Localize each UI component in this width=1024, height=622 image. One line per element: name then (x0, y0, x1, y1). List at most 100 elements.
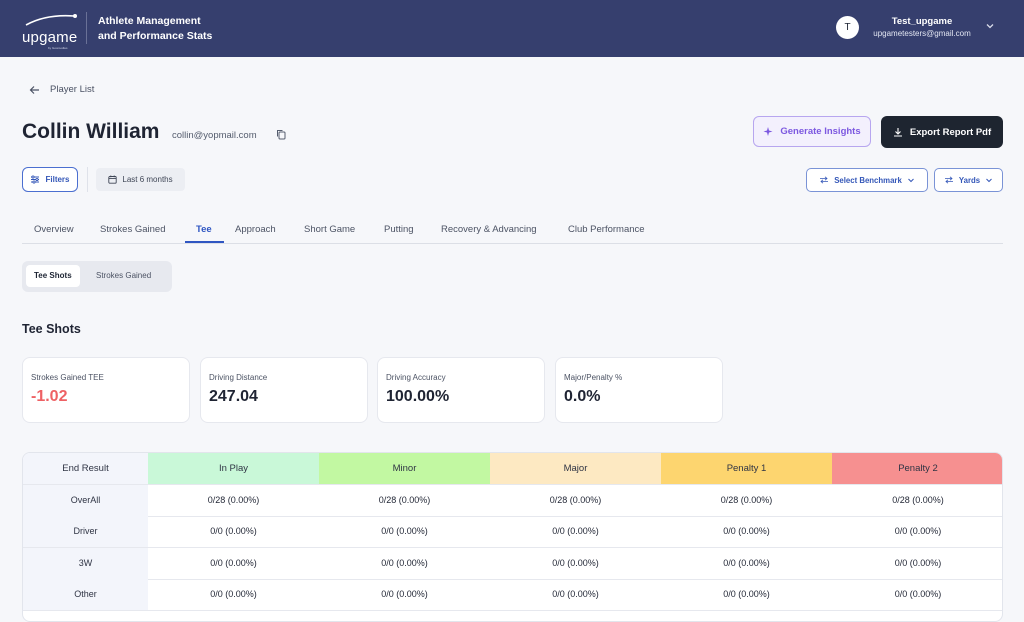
subtab-strokes-gained[interactable]: Strokes Gained (96, 271, 152, 280)
tab-overview[interactable]: Overview (34, 224, 74, 235)
units-select-label: Yards (958, 175, 981, 185)
tab-putting[interactable]: Putting (384, 224, 414, 235)
table-cell: 0/28 (0.00%) (892, 495, 944, 505)
table-row-label: Other (23, 579, 148, 610)
table-header-cell: Penalty 2 (832, 453, 1002, 484)
table-cell: 0/0 (0.00%) (552, 526, 599, 536)
table-cell: 0/0 (0.00%) (381, 526, 428, 536)
arrow-left-icon (29, 85, 39, 94)
table-header-cell: Penalty 1 (661, 453, 832, 484)
logo-swoosh-icon (25, 14, 77, 26)
filter-divider (87, 167, 88, 192)
table-row: Driver 0/0 (0.00%) 0/0 (0.00%) 0/0 (0.00… (23, 516, 1002, 548)
date-range-label: Last 6 months (122, 175, 173, 184)
table-header-row: End Result In Play Minor Major Penalty 1… (23, 453, 1002, 485)
table-row-label: Driver (23, 516, 148, 547)
filters-label: Filters (45, 175, 70, 184)
export-report-label: Export Report Pdf (909, 126, 992, 138)
brand-wordmark: upgame (22, 29, 78, 46)
sparkle-icon (763, 127, 773, 136)
tab-approach[interactable]: Approach (235, 224, 276, 235)
table-cell: 0/28 (0.00%) (207, 495, 260, 505)
active-tab-indicator (185, 241, 224, 243)
table-cell: 0/0 (0.00%) (723, 558, 770, 568)
table-cell: 0/0 (0.00%) (894, 589, 942, 599)
table-cell: 0/0 (0.00%) (552, 558, 599, 568)
table-row-label: OverAll (23, 485, 148, 516)
table-cell: 0/0 (0.00%) (723, 526, 770, 536)
table-cell: 0/0 (0.00%) (894, 526, 942, 536)
stat-card-value: 0.0% (564, 388, 601, 405)
stat-card-value: 247.04 (209, 388, 258, 405)
table-cell: 0/0 (0.00%) (210, 526, 257, 536)
brand-logo[interactable]: upgame by Gooroodles (22, 12, 80, 50)
top-bar: upgame by Gooroodles Athlete Management … (0, 0, 1024, 57)
stat-card-label: Driving Distance (209, 373, 268, 382)
stats-tabs: Overview Strokes Gained Tee Approach Sho… (22, 216, 1003, 244)
tab-strokes-gained[interactable]: Strokes Gained (100, 224, 166, 235)
table-cell: 0/0 (0.00%) (381, 558, 428, 568)
user-name[interactable]: Test_upgame (891, 16, 953, 27)
table-cell: 0/28 (0.00%) (720, 495, 773, 505)
export-report-button[interactable]: Export Report Pdf (881, 116, 1003, 148)
filters-button[interactable]: Filters (22, 167, 78, 192)
table-header-cell: Minor (319, 453, 490, 484)
table-cell: 0/0 (0.00%) (210, 558, 257, 568)
table-row: 3W 0/0 (0.00%) 0/0 (0.00%) 0/0 (0.00%) 0… (23, 548, 1002, 580)
stat-card-value: -1.02 (31, 388, 68, 405)
table-header-cell: In Play (148, 453, 319, 484)
page-title: Collin William (22, 120, 160, 143)
download-icon (893, 128, 902, 137)
avatar[interactable]: T (836, 16, 859, 39)
chevron-down-icon[interactable] (985, 21, 995, 31)
calendar-icon (108, 175, 118, 184)
generate-insights-button[interactable]: Generate Insights (753, 116, 871, 147)
app-title-line2: and Performance Stats (98, 30, 213, 42)
tab-recovery-advancing[interactable]: Recovery & Advancing (441, 224, 537, 235)
table-row: OverAll 0/28 (0.00%) 0/28 (0.00%) 0/28 (… (23, 485, 1002, 517)
stat-card-label: Major/Penalty % (564, 373, 623, 382)
tee-subtabs: Tee Shots Strokes Gained (22, 261, 172, 292)
table-cell: 0/28 (0.00%) (378, 495, 431, 505)
tee-results-table: End Result In Play Minor Major Penalty 1… (22, 452, 1003, 622)
units-select[interactable]: Yards (934, 168, 1003, 192)
table-cell: 0/28 (0.00%) (549, 495, 602, 505)
stat-card-value: 100.00% (386, 388, 450, 405)
swap-icon (820, 176, 829, 184)
copy-icon[interactable] (276, 129, 286, 140)
stat-card: Driving Distance 247.04 (200, 357, 368, 423)
back-to-player-list[interactable]: Player List (29, 84, 94, 95)
chevron-down-icon (907, 178, 914, 183)
player-email: collin@yopmail.com (172, 130, 257, 141)
date-range-chip[interactable]: Last 6 months (96, 168, 185, 191)
table-cell: 0/0 (0.00%) (894, 558, 942, 568)
benchmark-select[interactable]: Select Benchmark (806, 168, 928, 192)
back-label: Player List (50, 84, 95, 95)
header-divider (86, 12, 87, 44)
chevron-down-icon (986, 178, 992, 183)
stat-card: Strokes Gained TEE -1.02 (22, 357, 190, 423)
tab-tee[interactable]: Tee (196, 224, 212, 235)
stat-card-label: Strokes Gained TEE (31, 373, 104, 382)
sliders-icon (31, 175, 40, 184)
table-header-cell: End Result (23, 453, 148, 484)
table-cell: 0/0 (0.00%) (210, 589, 257, 599)
tab-club-performance[interactable]: Club Performance (568, 224, 645, 235)
table-row-label: 3W (23, 548, 148, 579)
app-title-line1: Athlete Management (98, 15, 201, 27)
tab-short-game[interactable]: Short Game (304, 224, 356, 235)
stat-card: Major/Penalty % 0.0% (555, 357, 723, 423)
subtab-tee-shots[interactable]: Tee Shots (26, 265, 80, 287)
stat-card-label: Driving Accuracy (386, 373, 446, 382)
generate-insights-label: Generate Insights (780, 126, 861, 137)
stat-card: Driving Accuracy 100.00% (377, 357, 545, 423)
table-cell: 0/0 (0.00%) (381, 589, 428, 599)
table-cell: 0/0 (0.00%) (552, 589, 599, 599)
user-email: upgametesters@gmail.com (873, 29, 971, 38)
table-header-cell: Major (490, 453, 661, 484)
brand-subtitle: by Gooroodles (48, 46, 68, 50)
table-row: Other 0/0 (0.00%) 0/0 (0.00%) 0/0 (0.00%… (23, 579, 1002, 611)
table-cell: 0/0 (0.00%) (723, 589, 770, 599)
benchmark-select-label: Select Benchmark (834, 175, 902, 185)
swap-icon (944, 176, 953, 184)
